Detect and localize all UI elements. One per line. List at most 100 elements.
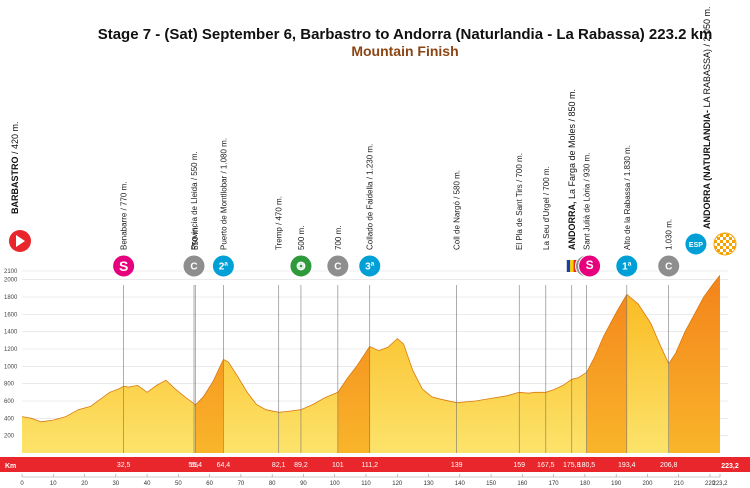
page-subtitle: Mountain Finish [351,43,459,59]
route-point-label: Coll de Nargó / 580 m. [453,170,462,250]
x-tick-label: 160 [517,481,528,487]
climb-area [668,275,720,453]
km-label: 111,2 [362,462,379,469]
page-title: Stage 7 - (Sat) September 6, Barbastro t… [97,26,713,43]
x-tick-label: 200 [642,481,653,487]
x-tick-label: 220 [705,481,716,487]
climb-icon [615,254,639,278]
x-tick-label: 130 [424,481,435,487]
km-label: 89,2 [294,462,308,469]
finish-icon [713,232,737,256]
km-band-title: Km [5,463,16,470]
y-tick-label: 2100 [4,269,18,275]
elevation-profile [21,275,721,453]
axes: 2004006008001000120014001600180020002100… [0,269,750,487]
km-label: 64,4 [217,462,231,469]
climb-glyph: ESP [689,242,703,249]
route-point-label: Alto de la Rabassa / 1.830 m. [623,145,632,250]
x-tick-label: 150 [486,481,497,487]
x-tick-label: 60 [206,481,213,487]
route-points: BARBASTRO / 420 m. Benabarre / 770 m. S Pro… [9,6,737,453]
route-point-label: Sant Julià de Lòria / 930 m. [582,153,591,250]
point-glyph: C [334,262,341,273]
km-label: 167,5 [537,462,555,469]
route-point-label: Collado de Faidella / 1.230 m. [366,144,375,250]
route-point-label: 500 m. [297,226,306,250]
x-tick-label: 40 [144,481,151,487]
y-tick-label: 200 [4,434,15,440]
climb-icon [358,254,382,278]
x-tick-label: 110 [361,481,371,487]
climb-area [337,275,370,453]
x-tick-label: 223,2 [712,481,728,487]
y-tick-label: 1800 [4,295,18,301]
km-label: 82,1 [272,462,286,469]
y-tick-label: 1200 [4,347,18,353]
x-tick-label: 50 [175,481,182,487]
point-glyph: C [190,262,197,273]
x-tick-label: 0 [20,481,24,487]
y-tick-label: 2000 [4,278,18,284]
y-tick-label: 600 [4,399,15,405]
route-point-label: BARBASTRO / 420 m. [10,121,20,214]
km-label: 180,5 [578,462,596,469]
x-tick-label: 190 [611,481,622,487]
climb-icon [684,232,708,256]
km-label: 193,4 [618,462,636,469]
route-point-label: ANDORRA, La Farga de Moles / 850 m. [567,89,577,250]
x-tick-label: 20 [81,481,88,487]
x-tick-label: 10 [50,481,57,487]
climb-icon [211,254,235,278]
route-point-label: El Pla de Sant Tirs / 700 m. [515,153,524,250]
point-icon [182,254,206,278]
andorra-flag-icon [570,260,574,272]
climb-glyph: 3ª [365,262,375,273]
route-point-label: Provincia de Lleida / 550 m. [190,151,199,250]
climb-glyph: 2ª [219,262,229,273]
km-label: 101 [332,462,344,469]
climb-glyph: 1ª [622,262,632,273]
x-tick-label: 210 [674,481,685,487]
y-tick-label: 800 [4,382,15,388]
route-point-label: La Seu d'Urgel / 700 m. [542,166,551,250]
point-icon [326,254,350,278]
route-point-label: 1.030 m. [665,219,674,250]
x-tick-label: 180 [580,481,591,487]
point-icon [657,254,681,278]
y-tick-label: 1600 [4,312,18,318]
route-point-label: 700 m. [334,226,343,250]
route-point-label: ANDORRA (NATURLANDIA- LA RABASSA) / 2.05… [702,6,712,229]
x-tick-label: 70 [238,481,245,487]
y-tick-label: 1400 [4,330,18,336]
point-glyph: C [665,262,672,273]
route-point-label: Tremp / 470 m. [275,196,284,250]
andorra-flag-icon [566,260,571,272]
y-tick-label: 400 [4,416,15,422]
sprint-glyph: S [586,258,594,272]
x-tick-label: 170 [549,481,560,487]
km-label: 139 [451,462,463,469]
km-label: 55 [190,462,198,469]
x-tick-label: 100 [330,481,341,487]
x-tick-label: 90 [300,481,307,487]
route-point-label: 550 m. [191,226,200,250]
route-point-label: Puerto de Montllobar / 1.080 m. [219,138,228,250]
km-label: 206,8 [660,462,678,469]
feed-zone-icon: ❂ [295,261,306,273]
km-label: 175,8 [563,462,581,469]
km-label: 55,4 [188,462,202,469]
route-point-label: Benabarre / 770 m. [120,182,129,250]
x-tick-label: 30 [112,481,119,487]
climb-area [195,275,224,453]
total-km-label: 223,2 [721,463,739,470]
x-tick-label: 120 [392,481,403,487]
climb-area [586,275,627,453]
km-label: 159 [513,462,525,469]
km-band [0,457,750,472]
start-arrow-icon [16,235,25,247]
sprint-glyph: S [119,258,128,274]
x-tick-label: 80 [269,481,276,487]
profile-outline [21,275,721,423]
feed-icon [289,254,313,278]
